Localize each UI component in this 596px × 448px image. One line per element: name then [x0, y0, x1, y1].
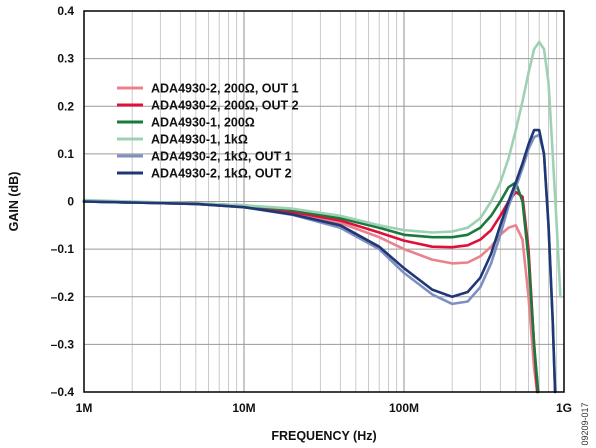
y-tick-labels: 0.4 0.3 0.2 0.1 0 –0.1 –0.2 –0.3 –0.4: [51, 4, 75, 399]
legend-label: ADA4930-2, 1kΩ, OUT 2: [151, 167, 292, 181]
x-tick-label: 1G: [556, 401, 572, 415]
series-line-4: [82, 40, 562, 299]
y-tick-label: –0.3: [51, 337, 75, 351]
y-tick-label: 0.2: [57, 99, 74, 113]
figure-id: 09209-017: [580, 402, 590, 445]
x-tick-label: 10M: [232, 401, 255, 415]
legend: ADA4930-2, 200Ω, OUT 1 ADA4930-2, 200Ω, O…: [117, 82, 299, 181]
x-tick-labels: 1M 10M 100M 1G: [76, 401, 572, 415]
y-tick-label: 0: [67, 195, 74, 209]
y-tick-label: –0.4: [51, 385, 75, 399]
x-tick-label: 100M: [389, 401, 419, 415]
legend-label: ADA4930-2, 1kΩ, OUT 1: [151, 150, 292, 164]
series-line-3: [82, 181, 540, 394]
y-tick-label: 0.4: [57, 4, 74, 18]
y-tick-label: 0.3: [57, 52, 74, 66]
y-tick-label: 0.1: [57, 147, 74, 161]
legend-label: ADA4930-1, 200Ω: [151, 116, 255, 130]
y-axis-title: GAIN (dB): [7, 172, 21, 232]
grid-lines: [84, 11, 564, 392]
series-line-6: [82, 128, 557, 394]
legend-label: ADA4930-1, 1kΩ: [151, 133, 248, 147]
series-layer: [82, 40, 562, 394]
y-tick-label: –0.2: [51, 290, 75, 304]
x-axis-title: FREQUENCY (Hz): [271, 429, 376, 443]
y-tick-label: –0.1: [51, 242, 75, 256]
x-tick-label: 1M: [76, 401, 93, 415]
plot-frame: [83, 10, 565, 393]
legend-label: ADA4930-2, 200Ω, OUT 1: [151, 82, 299, 96]
legend-label: ADA4930-2, 200Ω, OUT 2: [151, 99, 299, 113]
